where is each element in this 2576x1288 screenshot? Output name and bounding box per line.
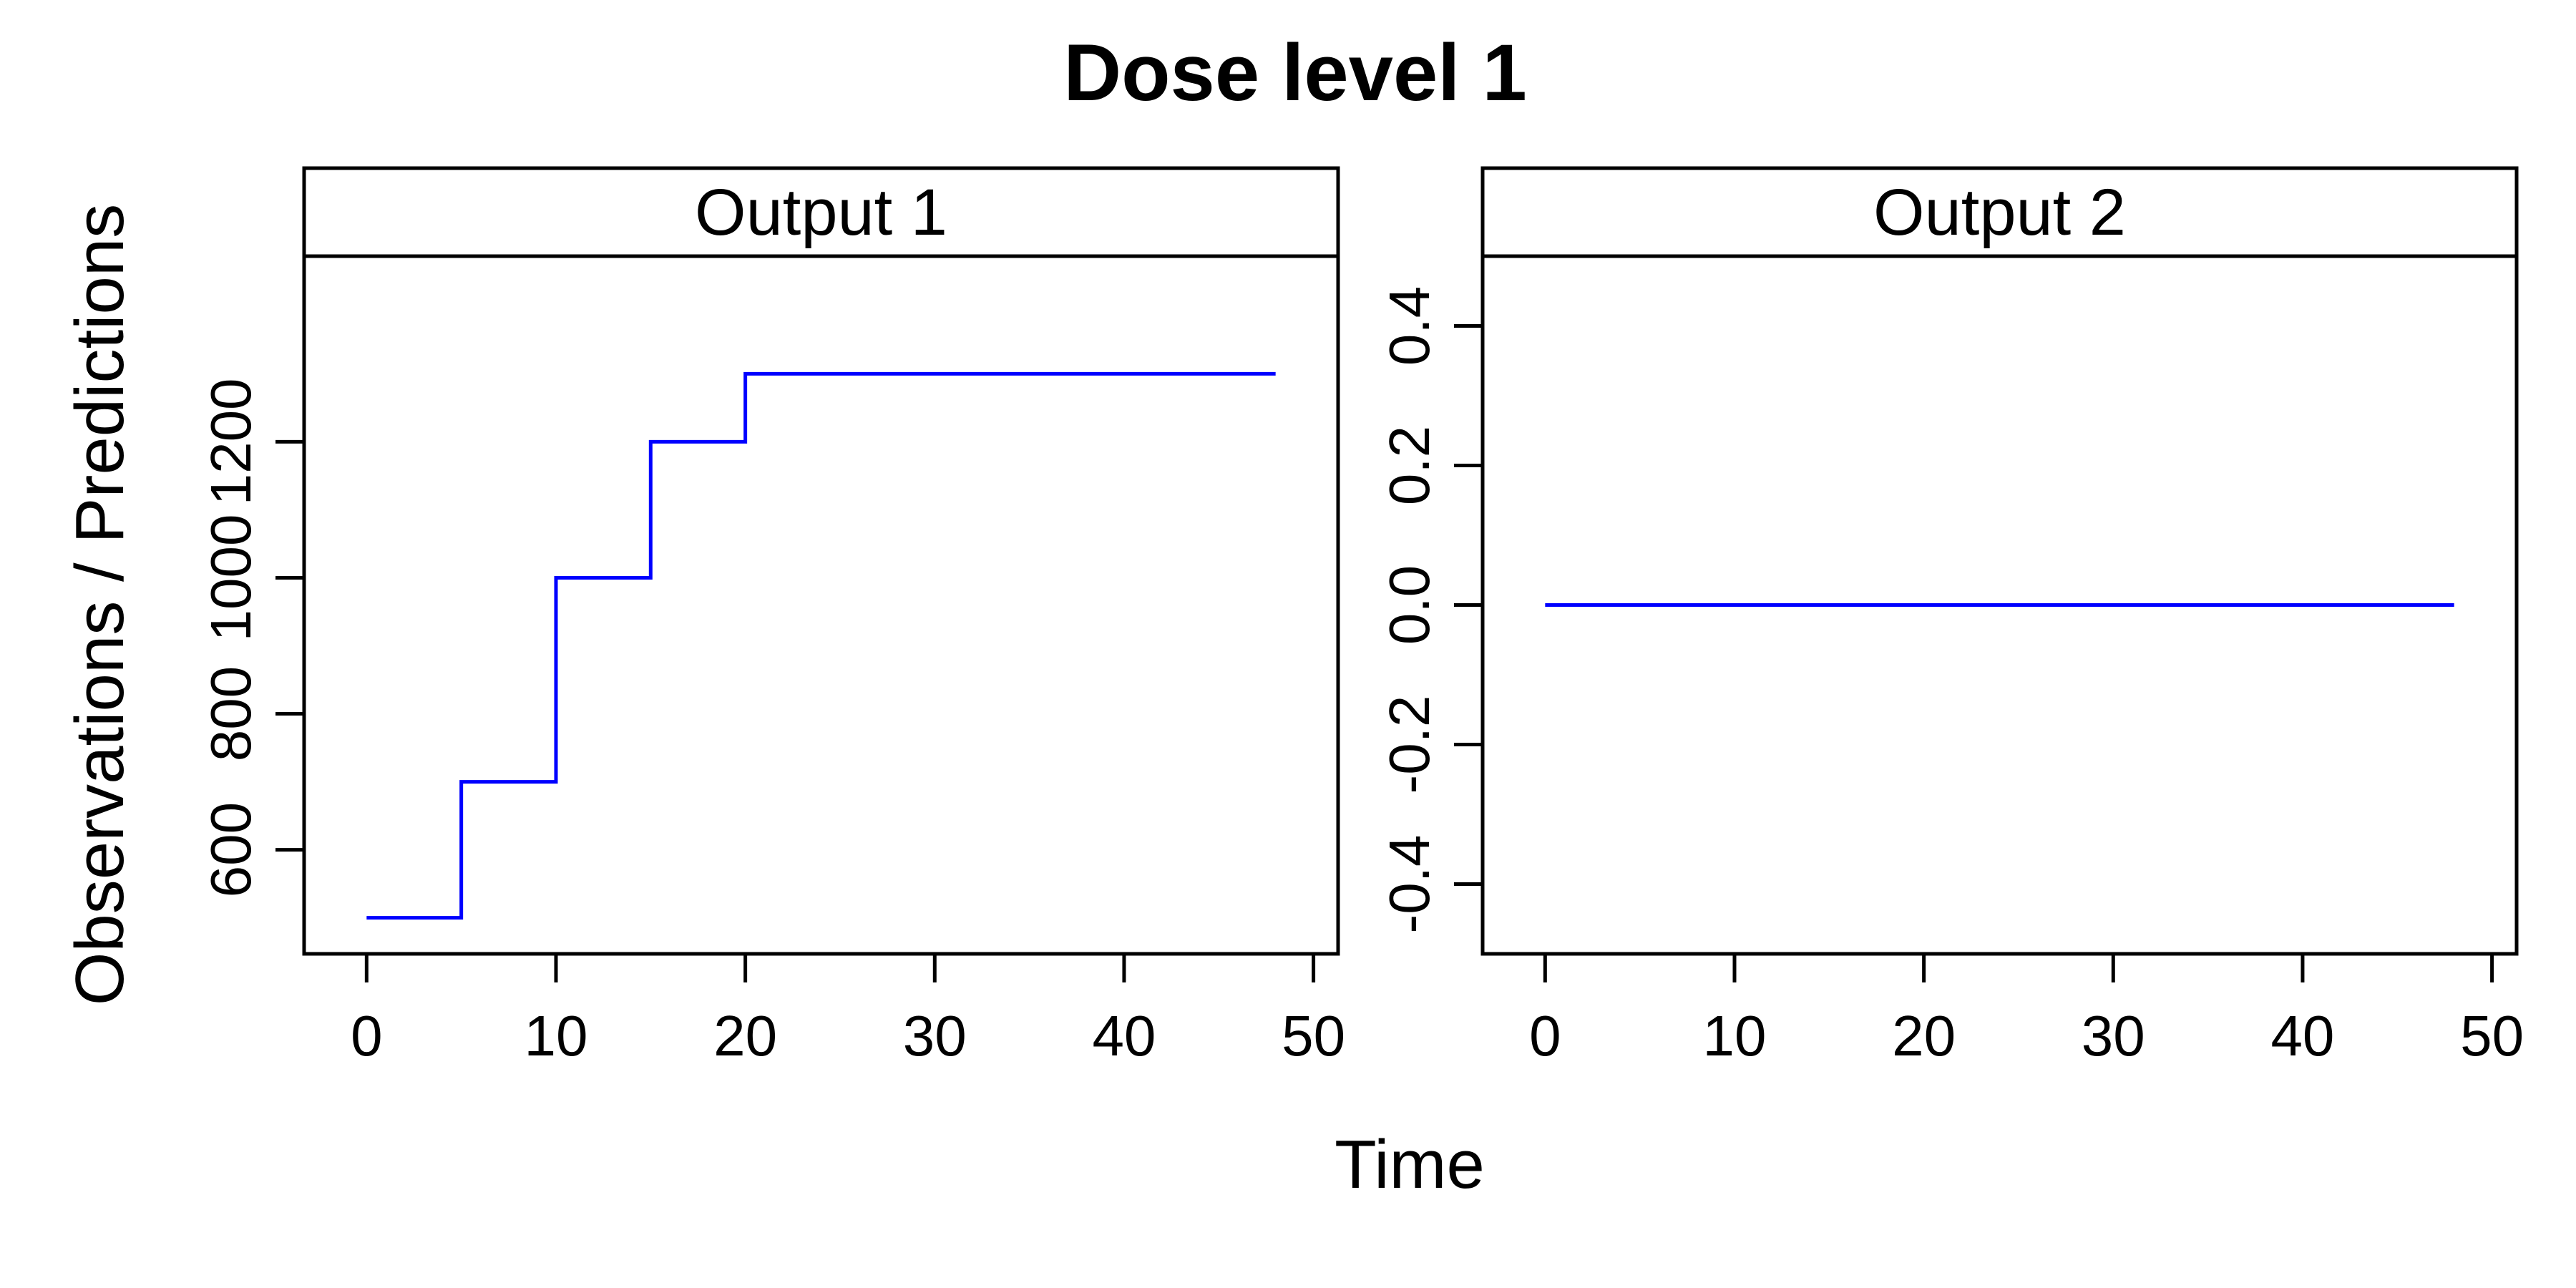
y-tick-label: -0.4 bbox=[1377, 835, 1441, 934]
y-tick-label: 1200 bbox=[199, 378, 263, 505]
series-line-1 bbox=[366, 371, 1276, 920]
y-tick-label: 0.2 bbox=[1377, 426, 1441, 505]
x-tick-label: 20 bbox=[713, 1004, 777, 1068]
x-tick-label: 50 bbox=[2460, 1004, 2524, 1068]
y-tick-label: 600 bbox=[199, 802, 263, 897]
x-tick-label: 0 bbox=[1529, 1004, 1561, 1068]
strip-label: Output 1 bbox=[695, 176, 947, 249]
panel-1: Output 1 0 10 20 30 40 50 600 800 1000 1200 bbox=[199, 166, 1345, 1068]
x-tick-label: 30 bbox=[2082, 1004, 2145, 1068]
y-tick-label: -0.2 bbox=[1377, 696, 1441, 794]
plot-frame bbox=[302, 254, 1340, 956]
y-tick-label: 0.0 bbox=[1377, 565, 1441, 645]
panel-2: Output 2 0 10 20 30 40 50 -0.4 -0.2 0.0 0.2 0.4 bbox=[1377, 166, 2524, 1068]
x-tick-label: 30 bbox=[903, 1004, 967, 1068]
figure-title: Dose level 1 bbox=[1063, 28, 1527, 117]
x-tick-label: 20 bbox=[1892, 1004, 1956, 1068]
x-tick-label: 10 bbox=[524, 1004, 587, 1068]
x-tick-label: 10 bbox=[1702, 1004, 1766, 1068]
x-axis-title: Time bbox=[1335, 1126, 1485, 1203]
strip-label: Output 2 bbox=[1873, 176, 2126, 249]
x-tick-label: 0 bbox=[351, 1004, 383, 1068]
x-tick-label: 50 bbox=[1282, 1004, 1345, 1068]
y-tick-label: 800 bbox=[199, 666, 263, 761]
panels: Output 10 10 20 30 40 5060080010001200Output … bbox=[199, 166, 2524, 1068]
y-axis-title: Observations / Predictions bbox=[62, 204, 138, 1006]
y-tick-label: 0.4 bbox=[1377, 286, 1441, 366]
y-tick-label: 1000 bbox=[199, 514, 263, 642]
x-tick-label: 40 bbox=[1092, 1004, 1156, 1068]
x-tick-label: 40 bbox=[2270, 1004, 2334, 1068]
